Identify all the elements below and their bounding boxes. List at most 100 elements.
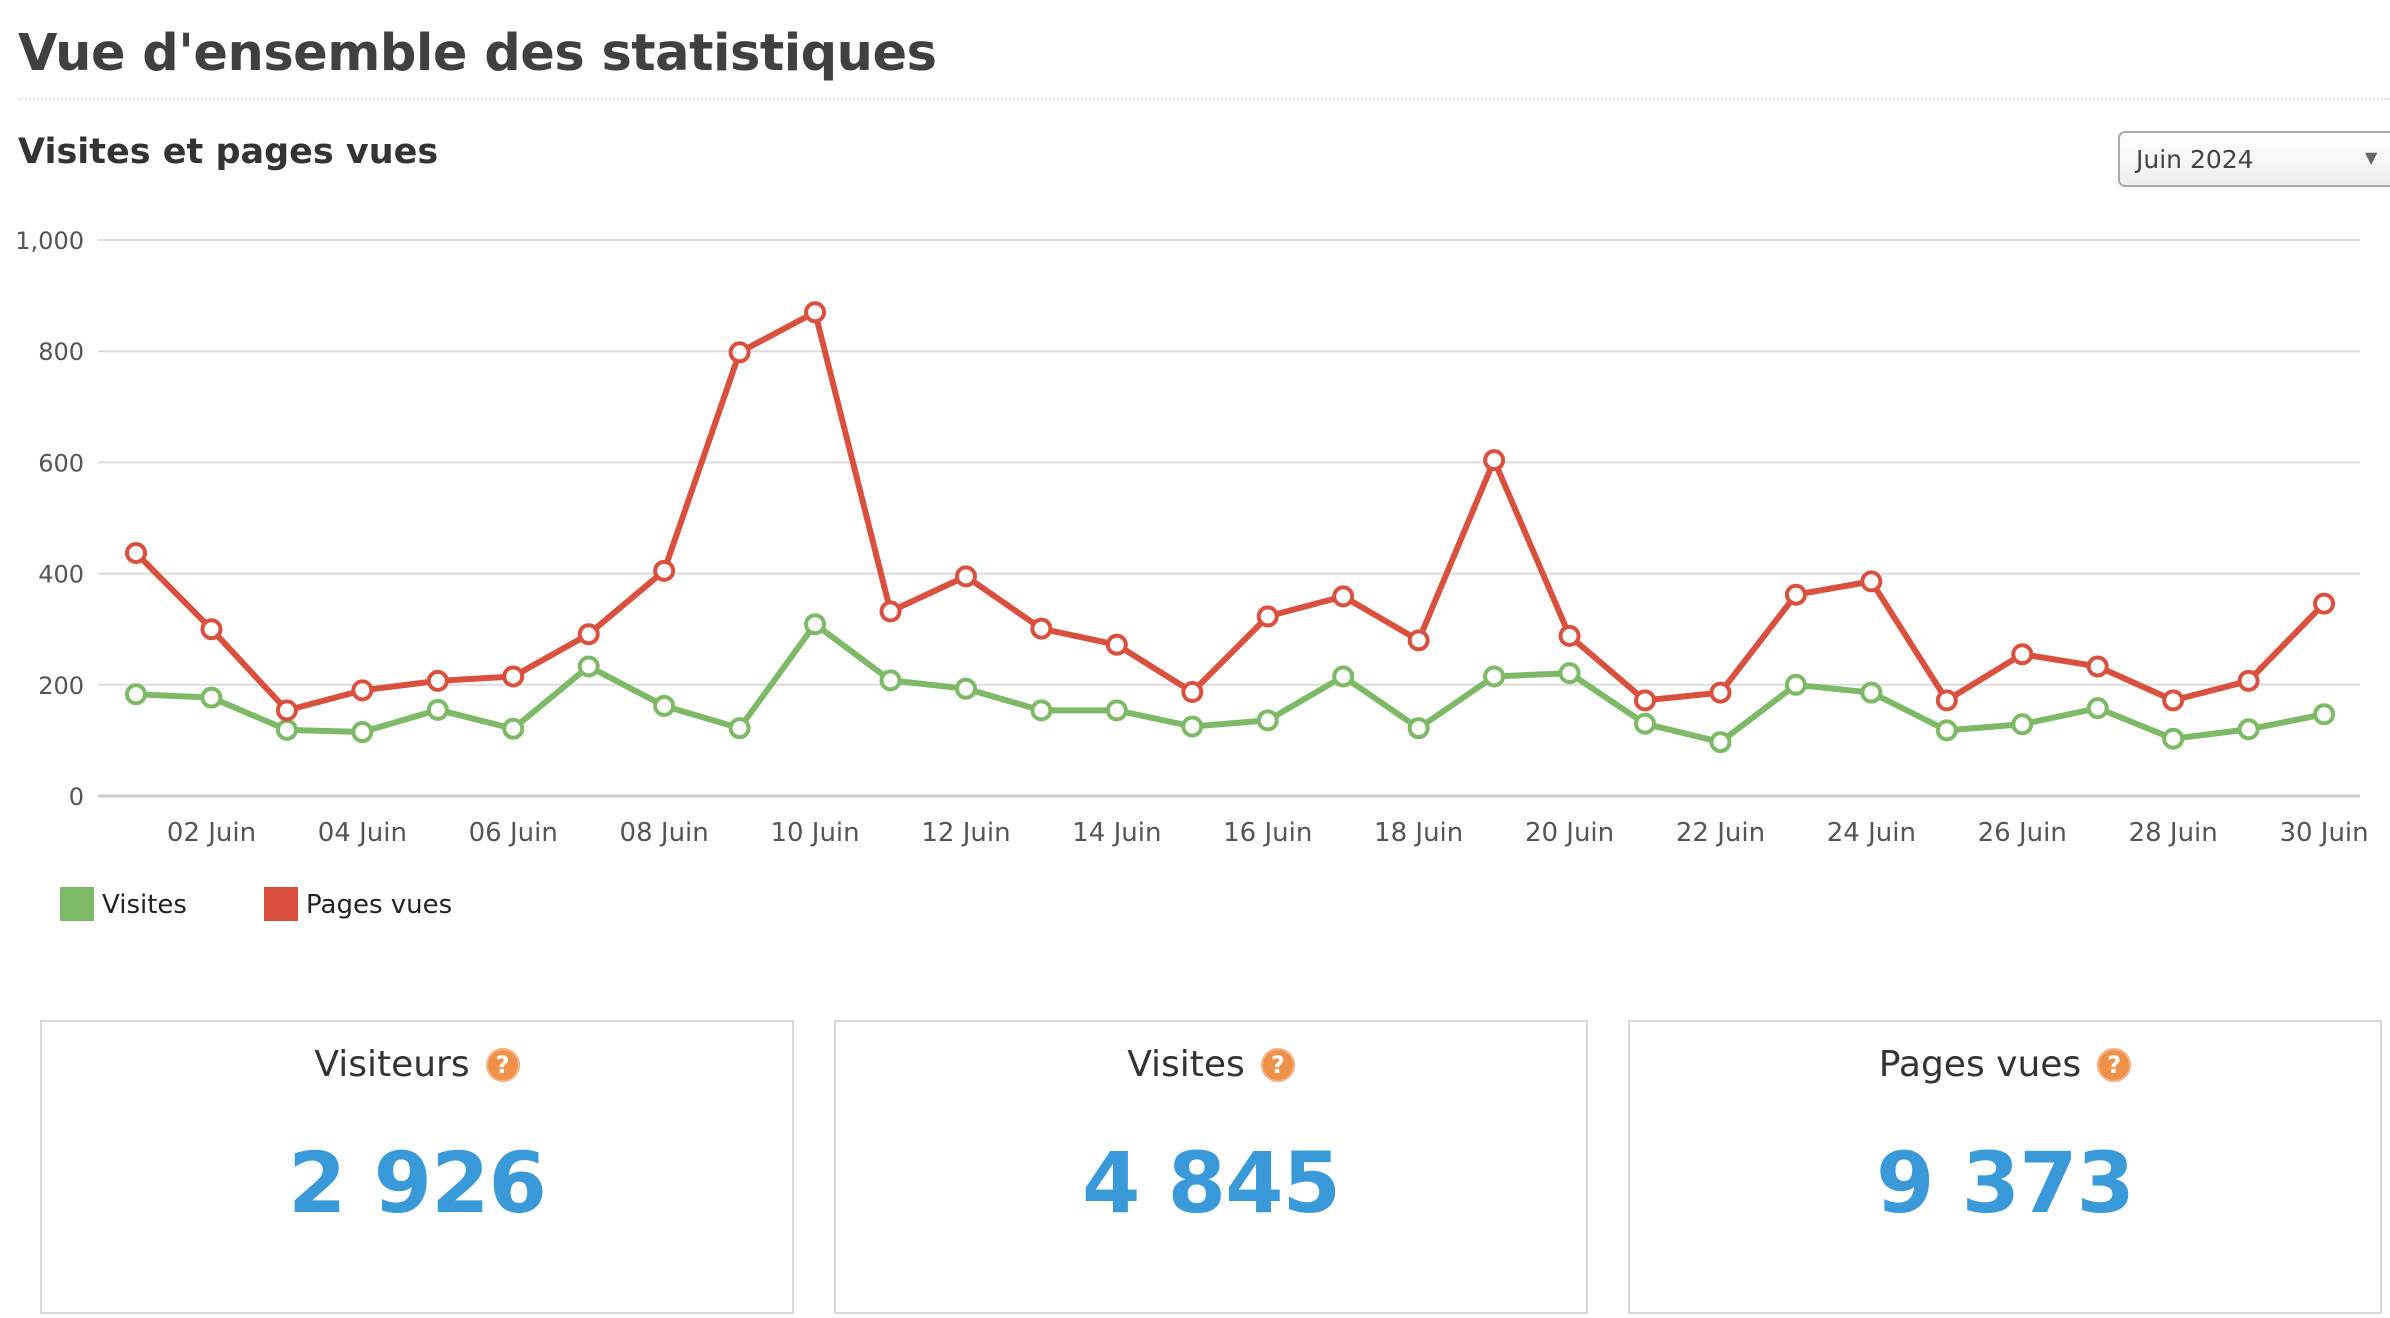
data-point-pages-vues — [1634, 689, 1656, 712]
x-tick-label: 04 Juin — [318, 818, 407, 848]
data-point-visites — [1407, 717, 1430, 740]
x-tick-label: 24 Juin — [1827, 818, 1916, 848]
data-point-visites — [200, 686, 223, 709]
data-point-visites — [2086, 697, 2109, 720]
y-tick-label: 0 — [69, 783, 84, 811]
stat-value: 2 926 — [287, 1134, 547, 1232]
data-point-pages-vues — [502, 665, 525, 688]
data-point-pages-vues — [200, 618, 223, 641]
data-point-pages-vues — [1332, 585, 1355, 608]
data-point-visites — [2237, 718, 2260, 741]
question-mark-circle-icon[interactable]: ? — [485, 1047, 520, 1082]
stat-card-visiteurs: Visiteurs? 2 926 — [40, 1020, 794, 1314]
x-tick-label: 28 Juin — [2129, 818, 2218, 848]
stat-label: Pages vues — [1878, 1044, 2082, 1085]
x-tick-label: 20 Juin — [1525, 818, 1614, 848]
period-select[interactable]: Juin 2024 ▼ — [2118, 131, 2390, 187]
data-point-pages-vues — [1860, 570, 1883, 593]
legend-swatch-visites — [60, 887, 94, 921]
data-point-pages-vues — [577, 623, 600, 646]
x-tick-label: 16 Juin — [1223, 818, 1312, 848]
x-tick-label: 06 Juin — [469, 818, 558, 848]
data-point-visites — [2162, 727, 2185, 750]
data-point-visites — [275, 718, 298, 741]
caret-down-icon: ▼ — [2365, 148, 2378, 167]
data-point-visites — [502, 717, 525, 740]
stat-label: Visites — [1127, 1044, 1245, 1085]
data-point-pages-vues — [1030, 617, 1053, 640]
data-point-visites — [728, 717, 751, 740]
stat-card-header: Pages vues? — [1630, 1044, 2380, 1085]
y-tick-label: 200 — [38, 672, 84, 700]
stat-value: 4 845 — [1081, 1134, 1341, 1232]
data-point-visites — [1105, 699, 1128, 722]
stat-label: Visiteurs — [314, 1044, 470, 1085]
data-point-pages-vues — [426, 669, 449, 692]
data-point-pages-vues — [2011, 643, 2034, 666]
stat-value: 9 373 — [1875, 1134, 2135, 1232]
data-point-visites — [954, 677, 977, 700]
data-point-pages-vues — [1935, 689, 1958, 712]
series-line-pages-vues — [133, 309, 2328, 714]
data-point-pages-vues — [351, 679, 374, 702]
period-select-value: Juin 2024 — [2136, 145, 2254, 174]
page-title: Vue d'ensemble des statistiques — [18, 24, 937, 83]
legend-label-pages-vues: Pages vues — [306, 890, 453, 920]
data-point-pages-vues — [804, 301, 827, 324]
data-point-visites — [125, 683, 147, 706]
data-point-visites — [426, 698, 449, 721]
data-point-visites — [879, 669, 902, 692]
legend-label-visites: Visites — [102, 890, 187, 920]
question-mark-circle-icon[interactable]: ? — [1260, 1047, 1295, 1082]
y-tick-label: 400 — [38, 561, 84, 589]
y-tick-label: 600 — [38, 449, 84, 477]
data-point-pages-vues — [879, 600, 902, 623]
data-point-visites — [1935, 719, 1958, 742]
data-point-visites — [1558, 662, 1581, 685]
question-mark-circle-icon[interactable]: ? — [2097, 1047, 2132, 1082]
data-point-pages-vues — [1784, 583, 1807, 606]
data-point-visites — [653, 694, 676, 717]
data-point-visites — [1860, 681, 1883, 704]
data-point-visites — [1784, 673, 1807, 696]
x-tick-label: 14 Juin — [1072, 818, 1161, 848]
y-tick-label: 1,000 — [15, 227, 84, 255]
data-point-pages-vues — [1105, 633, 1128, 656]
x-tick-label: 22 Juin — [1676, 818, 1765, 848]
data-point-pages-vues — [1256, 605, 1279, 628]
series-line-visites — [133, 621, 2328, 746]
stat-card-visites: Visites? 4 845 — [834, 1020, 1588, 1314]
section-title: Visites et pages vues — [18, 132, 439, 172]
data-point-pages-vues — [1483, 449, 1506, 472]
data-point-pages-vues — [1558, 624, 1581, 647]
data-point-pages-vues — [275, 699, 298, 722]
data-point-pages-vues — [2086, 655, 2109, 678]
stat-card-header: Visiteurs? — [42, 1044, 792, 1085]
data-point-visites — [2011, 713, 2034, 736]
data-point-visites — [1030, 699, 1053, 722]
data-point-pages-vues — [1181, 681, 1204, 704]
data-point-visites — [1256, 709, 1279, 732]
data-point-pages-vues — [1709, 681, 1732, 704]
x-tick-label: 10 Juin — [770, 818, 859, 848]
data-point-visites — [2313, 703, 2336, 726]
x-tick-label: 30 Juin — [2279, 818, 2368, 848]
data-point-visites — [1181, 715, 1204, 738]
data-point-pages-vues — [2313, 592, 2336, 615]
data-point-visites — [577, 655, 600, 678]
x-tick-label: 18 Juin — [1374, 818, 1463, 848]
data-point-pages-vues — [954, 565, 977, 588]
data-point-visites — [804, 613, 827, 636]
data-point-pages-vues — [1407, 629, 1430, 652]
x-tick-label: 12 Juin — [921, 818, 1010, 848]
x-tick-label: 02 Juin — [167, 818, 256, 848]
data-point-visites — [351, 721, 374, 744]
legend-swatch-pages-vues — [264, 887, 298, 921]
data-point-pages-vues — [2162, 689, 2185, 712]
data-point-visites — [1332, 665, 1355, 688]
data-point-visites — [1709, 731, 1732, 754]
data-point-pages-vues — [653, 559, 676, 582]
stat-card-pages-vues: Pages vues? 9 373 — [1628, 1020, 2382, 1314]
data-point-pages-vues — [2237, 669, 2260, 692]
data-point-pages-vues — [125, 542, 147, 565]
